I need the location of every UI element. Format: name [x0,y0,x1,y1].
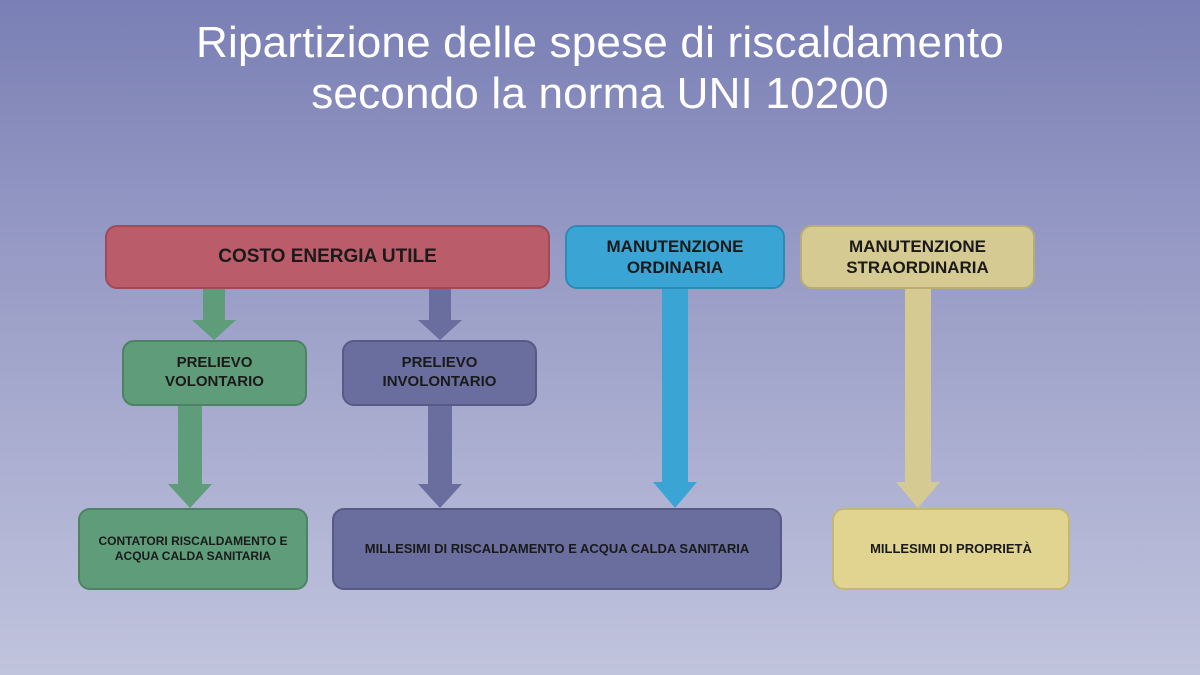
arrow-a_invol_millrisc [410,406,470,508]
box-label: MANUTENZIONE STRAORDINARIA [816,236,1019,279]
arrow-a_vol_contatori [160,406,220,508]
box-contatori: CONTATORI RISCALDAMENTO E ACQUA CALDA SA… [78,508,308,590]
arrow-a_ord_millrisc [645,289,705,508]
box-manutenzione_stra: MANUTENZIONE STRAORDINARIA [800,225,1035,289]
box-label: CONTATORI RISCALDAMENTO E ACQUA CALDA SA… [94,534,292,564]
box-label: MANUTENZIONE ORDINARIA [581,236,769,279]
box-millesimi_prop: MILLESIMI DI PROPRIETÀ [832,508,1070,590]
arrow-a_costo_vol [184,289,244,340]
box-prelievo_vol: PRELIEVO VOLONTARIO [122,340,307,406]
box-manutenzione_ord: MANUTENZIONE ORDINARIA [565,225,785,289]
arrow-a_costo_invol [410,289,470,340]
slide-title: Ripartizione delle spese di riscaldament… [0,18,1200,119]
box-label: PRELIEVO VOLONTARIO [138,354,291,392]
box-millesimi_risc: MILLESIMI DI RISCALDAMENTO E ACQUA CALDA… [332,508,782,590]
box-costo_energia: COSTO ENERGIA UTILE [105,225,550,289]
box-label: PRELIEVO INVOLONTARIO [358,354,521,392]
box-label: MILLESIMI DI PROPRIETÀ [870,541,1032,557]
arrow-a_stra_millprop [888,289,948,508]
box-label: COSTO ENERGIA UTILE [218,245,437,269]
box-label: MILLESIMI DI RISCALDAMENTO E ACQUA CALDA… [365,541,749,557]
box-prelievo_invol: PRELIEVO INVOLONTARIO [342,340,537,406]
